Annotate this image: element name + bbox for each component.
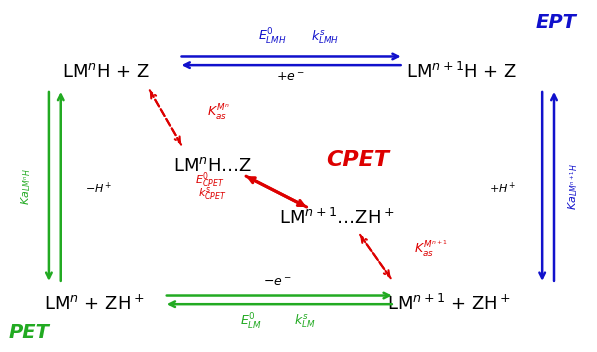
- Text: $+ H^+$: $+ H^+$: [489, 181, 516, 196]
- Text: LM$^n$H…Z: LM$^n$H…Z: [173, 157, 253, 175]
- Text: LM$^{n+1}$H + Z: LM$^{n+1}$H + Z: [405, 62, 517, 82]
- Text: LM$^{n+1}$ + ZH$^+$: LM$^{n+1}$ + ZH$^+$: [387, 294, 511, 314]
- Text: $E^0_{LM}$: $E^0_{LM}$: [240, 312, 262, 332]
- Text: $k^s_{LMH}$: $k^s_{LMH}$: [311, 29, 339, 46]
- Text: $E^0_{CPET}$: $E^0_{CPET}$: [195, 170, 224, 190]
- Text: $+ e^-$: $+ e^-$: [276, 71, 305, 84]
- Text: $k^s_{CPET}$: $k^s_{CPET}$: [198, 185, 227, 202]
- Text: $k^s_{LM}$: $k^s_{LM}$: [294, 313, 315, 330]
- Text: $Ka_{LM^nH}$: $Ka_{LM^nH}$: [20, 168, 33, 205]
- Text: $E^0_{LMH}$: $E^0_{LMH}$: [257, 27, 286, 48]
- Text: $Ka_{LM^{n+1}H}$: $Ka_{LM^{n+1}H}$: [567, 163, 580, 210]
- Text: $- H^+$: $- H^+$: [85, 181, 113, 196]
- Text: LM$^n$H + Z: LM$^n$H + Z: [63, 63, 150, 81]
- Text: $- e^-$: $- e^-$: [263, 276, 292, 289]
- Text: $K^{M^{n+1}}_{as}$: $K^{M^{n+1}}_{as}$: [414, 239, 448, 259]
- Text: CPET: CPET: [326, 150, 389, 170]
- Text: LM$^n$ + ZH$^+$: LM$^n$ + ZH$^+$: [44, 295, 144, 314]
- Text: EPT: EPT: [536, 13, 577, 32]
- Text: PET: PET: [9, 323, 50, 342]
- Text: $K^{M^n}_{as}$: $K^{M^n}_{as}$: [207, 102, 229, 122]
- Text: LM$^{n+1}$…ZH$^+$: LM$^{n+1}$…ZH$^+$: [279, 208, 395, 228]
